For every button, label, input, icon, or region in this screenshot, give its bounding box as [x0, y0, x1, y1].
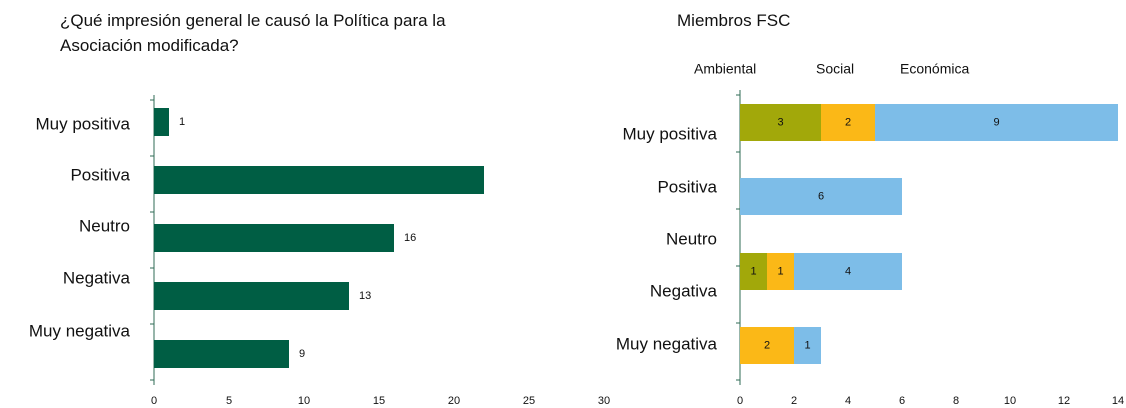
category-label: Neutro	[666, 229, 717, 248]
x-tick-label: 2	[791, 395, 797, 407]
value-label: 1	[750, 265, 756, 277]
x-tick-label: 12	[1058, 395, 1070, 407]
legend-label: Ambiental	[694, 61, 756, 77]
category-label: Muy negativa	[616, 334, 718, 353]
chart-title: Miembros FSC	[677, 11, 791, 30]
legend-label: Económica	[900, 61, 969, 77]
x-tick-label: 10	[298, 395, 310, 407]
value-label: 9	[993, 116, 999, 128]
x-tick-label: 0	[151, 395, 157, 407]
value-label: 3	[777, 116, 783, 128]
bar	[154, 166, 484, 194]
category-label: Neutro	[79, 216, 130, 235]
x-tick-label: 14	[1112, 395, 1124, 407]
bar-segment	[875, 104, 1118, 141]
chart-title: ¿Qué impresión general le causó la Polít…	[60, 11, 446, 55]
x-tick-label: 6	[899, 395, 905, 407]
x-tick-label: 0	[737, 395, 743, 407]
x-tick-label: 4	[845, 395, 851, 407]
value-label: 2	[764, 339, 770, 351]
value-label: 2	[845, 116, 851, 128]
x-tick-label: 25	[523, 395, 535, 407]
value-label: 9	[299, 348, 305, 360]
bar	[154, 108, 169, 136]
value-label: 1	[804, 339, 810, 351]
bar-segment	[821, 104, 875, 141]
bar	[154, 282, 349, 310]
category-label: Positiva	[657, 177, 717, 196]
bar-segment	[794, 253, 902, 290]
bar-segment	[740, 104, 821, 141]
value-label: 4	[845, 265, 851, 277]
x-tick-label: 10	[1004, 395, 1016, 407]
value-label: 13	[359, 290, 371, 302]
bar-segment	[767, 253, 794, 290]
x-tick-label: 5	[226, 395, 232, 407]
x-tick-label: 30	[598, 395, 610, 407]
bar	[154, 340, 289, 368]
category-label: Negativa	[63, 268, 131, 287]
legend-label: Social	[816, 61, 854, 77]
x-tick-label: 8	[953, 395, 959, 407]
bar	[154, 224, 394, 252]
bar-segment	[740, 178, 902, 215]
value-label: 16	[404, 232, 416, 244]
bar-segment	[740, 253, 767, 290]
value-label: 6	[818, 190, 824, 202]
value-label: 1	[179, 116, 185, 128]
category-label: Muy positiva	[623, 124, 718, 143]
category-label: Negativa	[650, 281, 718, 300]
x-tick-label: 15	[373, 395, 385, 407]
x-tick-label: 20	[448, 395, 460, 407]
bar-segment	[794, 327, 821, 364]
category-label: Positiva	[70, 165, 130, 184]
category-label: Muy negativa	[29, 321, 131, 340]
value-label: 1	[777, 265, 783, 277]
category-label: Muy positiva	[36, 114, 131, 133]
bar-segment	[740, 327, 794, 364]
